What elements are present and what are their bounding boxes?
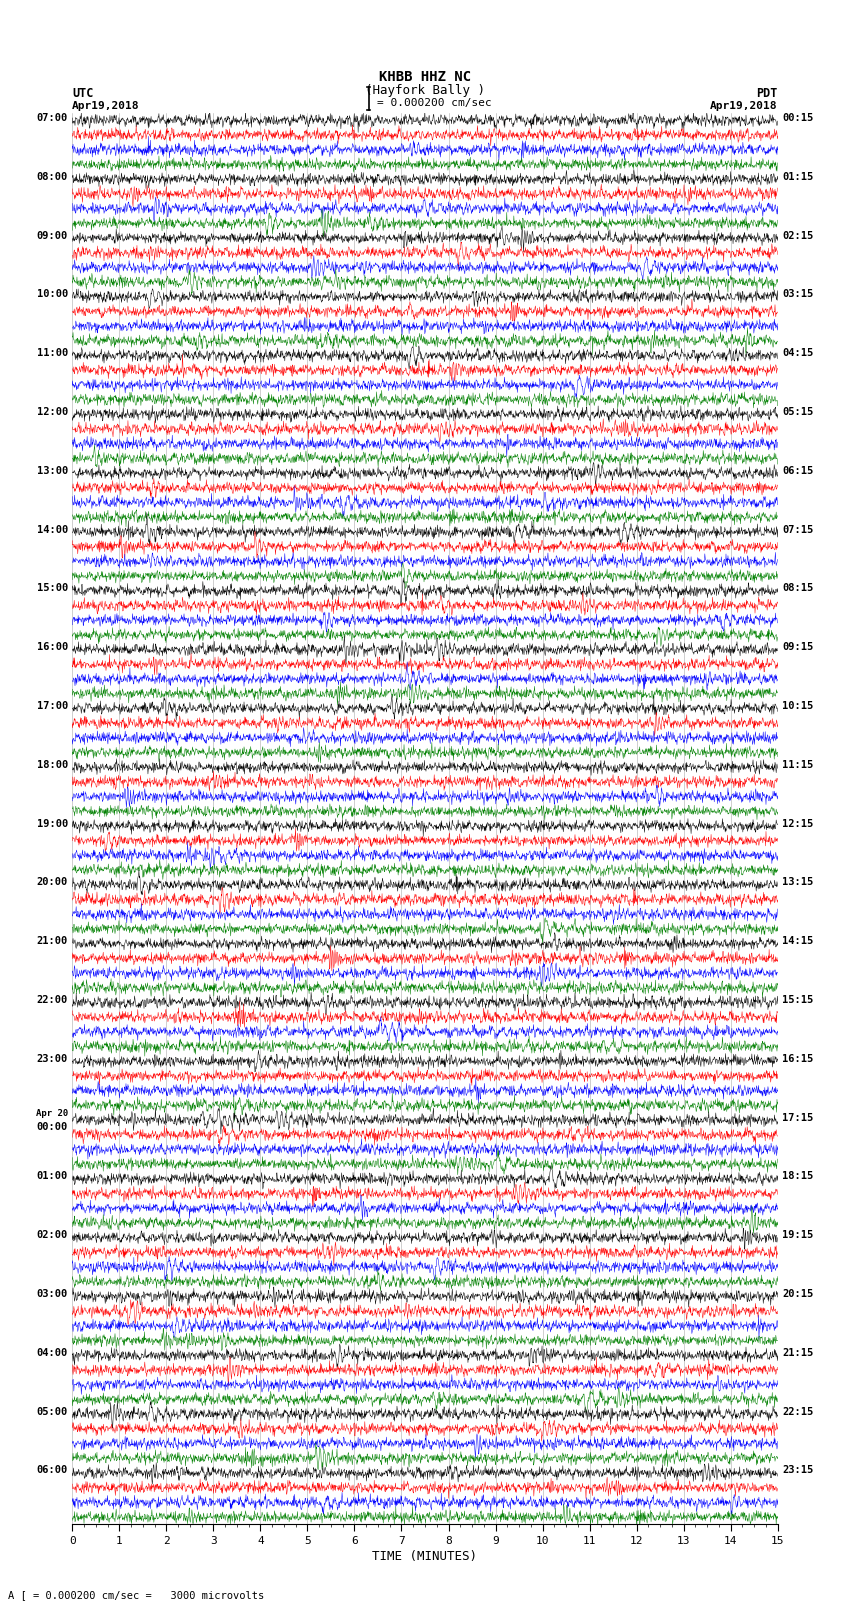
Text: 22:00: 22:00 (37, 995, 68, 1005)
Text: A [ = 0.000200 cm/sec =   3000 microvolts: A [ = 0.000200 cm/sec = 3000 microvolts (8, 1590, 264, 1600)
Text: 03:15: 03:15 (782, 289, 813, 300)
Text: 05:15: 05:15 (782, 406, 813, 416)
Text: 23:00: 23:00 (37, 1053, 68, 1065)
Text: 13:00: 13:00 (37, 466, 68, 476)
Text: 02:00: 02:00 (37, 1231, 68, 1240)
Text: 13:15: 13:15 (782, 877, 813, 887)
Text: = 0.000200 cm/sec: = 0.000200 cm/sec (377, 98, 491, 108)
Text: 04:15: 04:15 (782, 348, 813, 358)
Text: 00:00: 00:00 (37, 1123, 68, 1132)
Text: 16:00: 16:00 (37, 642, 68, 652)
Text: 08:00: 08:00 (37, 171, 68, 182)
Text: 15:15: 15:15 (782, 995, 813, 1005)
Text: 07:15: 07:15 (782, 524, 813, 534)
Text: 19:00: 19:00 (37, 819, 68, 829)
Text: 19:15: 19:15 (782, 1231, 813, 1240)
Text: 23:15: 23:15 (782, 1466, 813, 1476)
Text: 06:00: 06:00 (37, 1466, 68, 1476)
Text: 06:15: 06:15 (782, 466, 813, 476)
Text: 21:15: 21:15 (782, 1348, 813, 1358)
Text: 16:15: 16:15 (782, 1053, 813, 1065)
Text: 12:00: 12:00 (37, 406, 68, 416)
Text: 03:00: 03:00 (37, 1289, 68, 1298)
Text: Apr19,2018: Apr19,2018 (711, 102, 778, 111)
Text: 15:00: 15:00 (37, 584, 68, 594)
Text: 11:00: 11:00 (37, 348, 68, 358)
Text: 11:15: 11:15 (782, 760, 813, 769)
Text: Apr 20: Apr 20 (36, 1110, 68, 1118)
Text: 04:00: 04:00 (37, 1348, 68, 1358)
Text: 12:15: 12:15 (782, 819, 813, 829)
Text: (Hayfork Bally ): (Hayfork Bally ) (365, 84, 485, 97)
Text: 20:15: 20:15 (782, 1289, 813, 1298)
Text: 10:00: 10:00 (37, 289, 68, 300)
Text: 02:15: 02:15 (782, 231, 813, 240)
Text: 08:15: 08:15 (782, 584, 813, 594)
X-axis label: TIME (MINUTES): TIME (MINUTES) (372, 1550, 478, 1563)
Text: 01:00: 01:00 (37, 1171, 68, 1181)
Text: KHBB HHZ NC: KHBB HHZ NC (379, 69, 471, 84)
Text: PDT: PDT (756, 87, 778, 100)
Text: 21:00: 21:00 (37, 936, 68, 947)
Text: 14:15: 14:15 (782, 936, 813, 947)
Text: UTC: UTC (72, 87, 94, 100)
Text: 17:00: 17:00 (37, 702, 68, 711)
Text: 14:00: 14:00 (37, 524, 68, 534)
Text: Apr19,2018: Apr19,2018 (72, 102, 139, 111)
Text: 20:00: 20:00 (37, 877, 68, 887)
Text: 05:00: 05:00 (37, 1407, 68, 1416)
Text: 22:15: 22:15 (782, 1407, 813, 1416)
Text: 07:00: 07:00 (37, 113, 68, 123)
Text: 09:00: 09:00 (37, 231, 68, 240)
Text: 17:15: 17:15 (782, 1113, 813, 1123)
Text: 10:15: 10:15 (782, 702, 813, 711)
Text: 00:15: 00:15 (782, 113, 813, 123)
Text: 01:15: 01:15 (782, 171, 813, 182)
Text: 09:15: 09:15 (782, 642, 813, 652)
Text: 18:15: 18:15 (782, 1171, 813, 1181)
Text: 18:00: 18:00 (37, 760, 68, 769)
